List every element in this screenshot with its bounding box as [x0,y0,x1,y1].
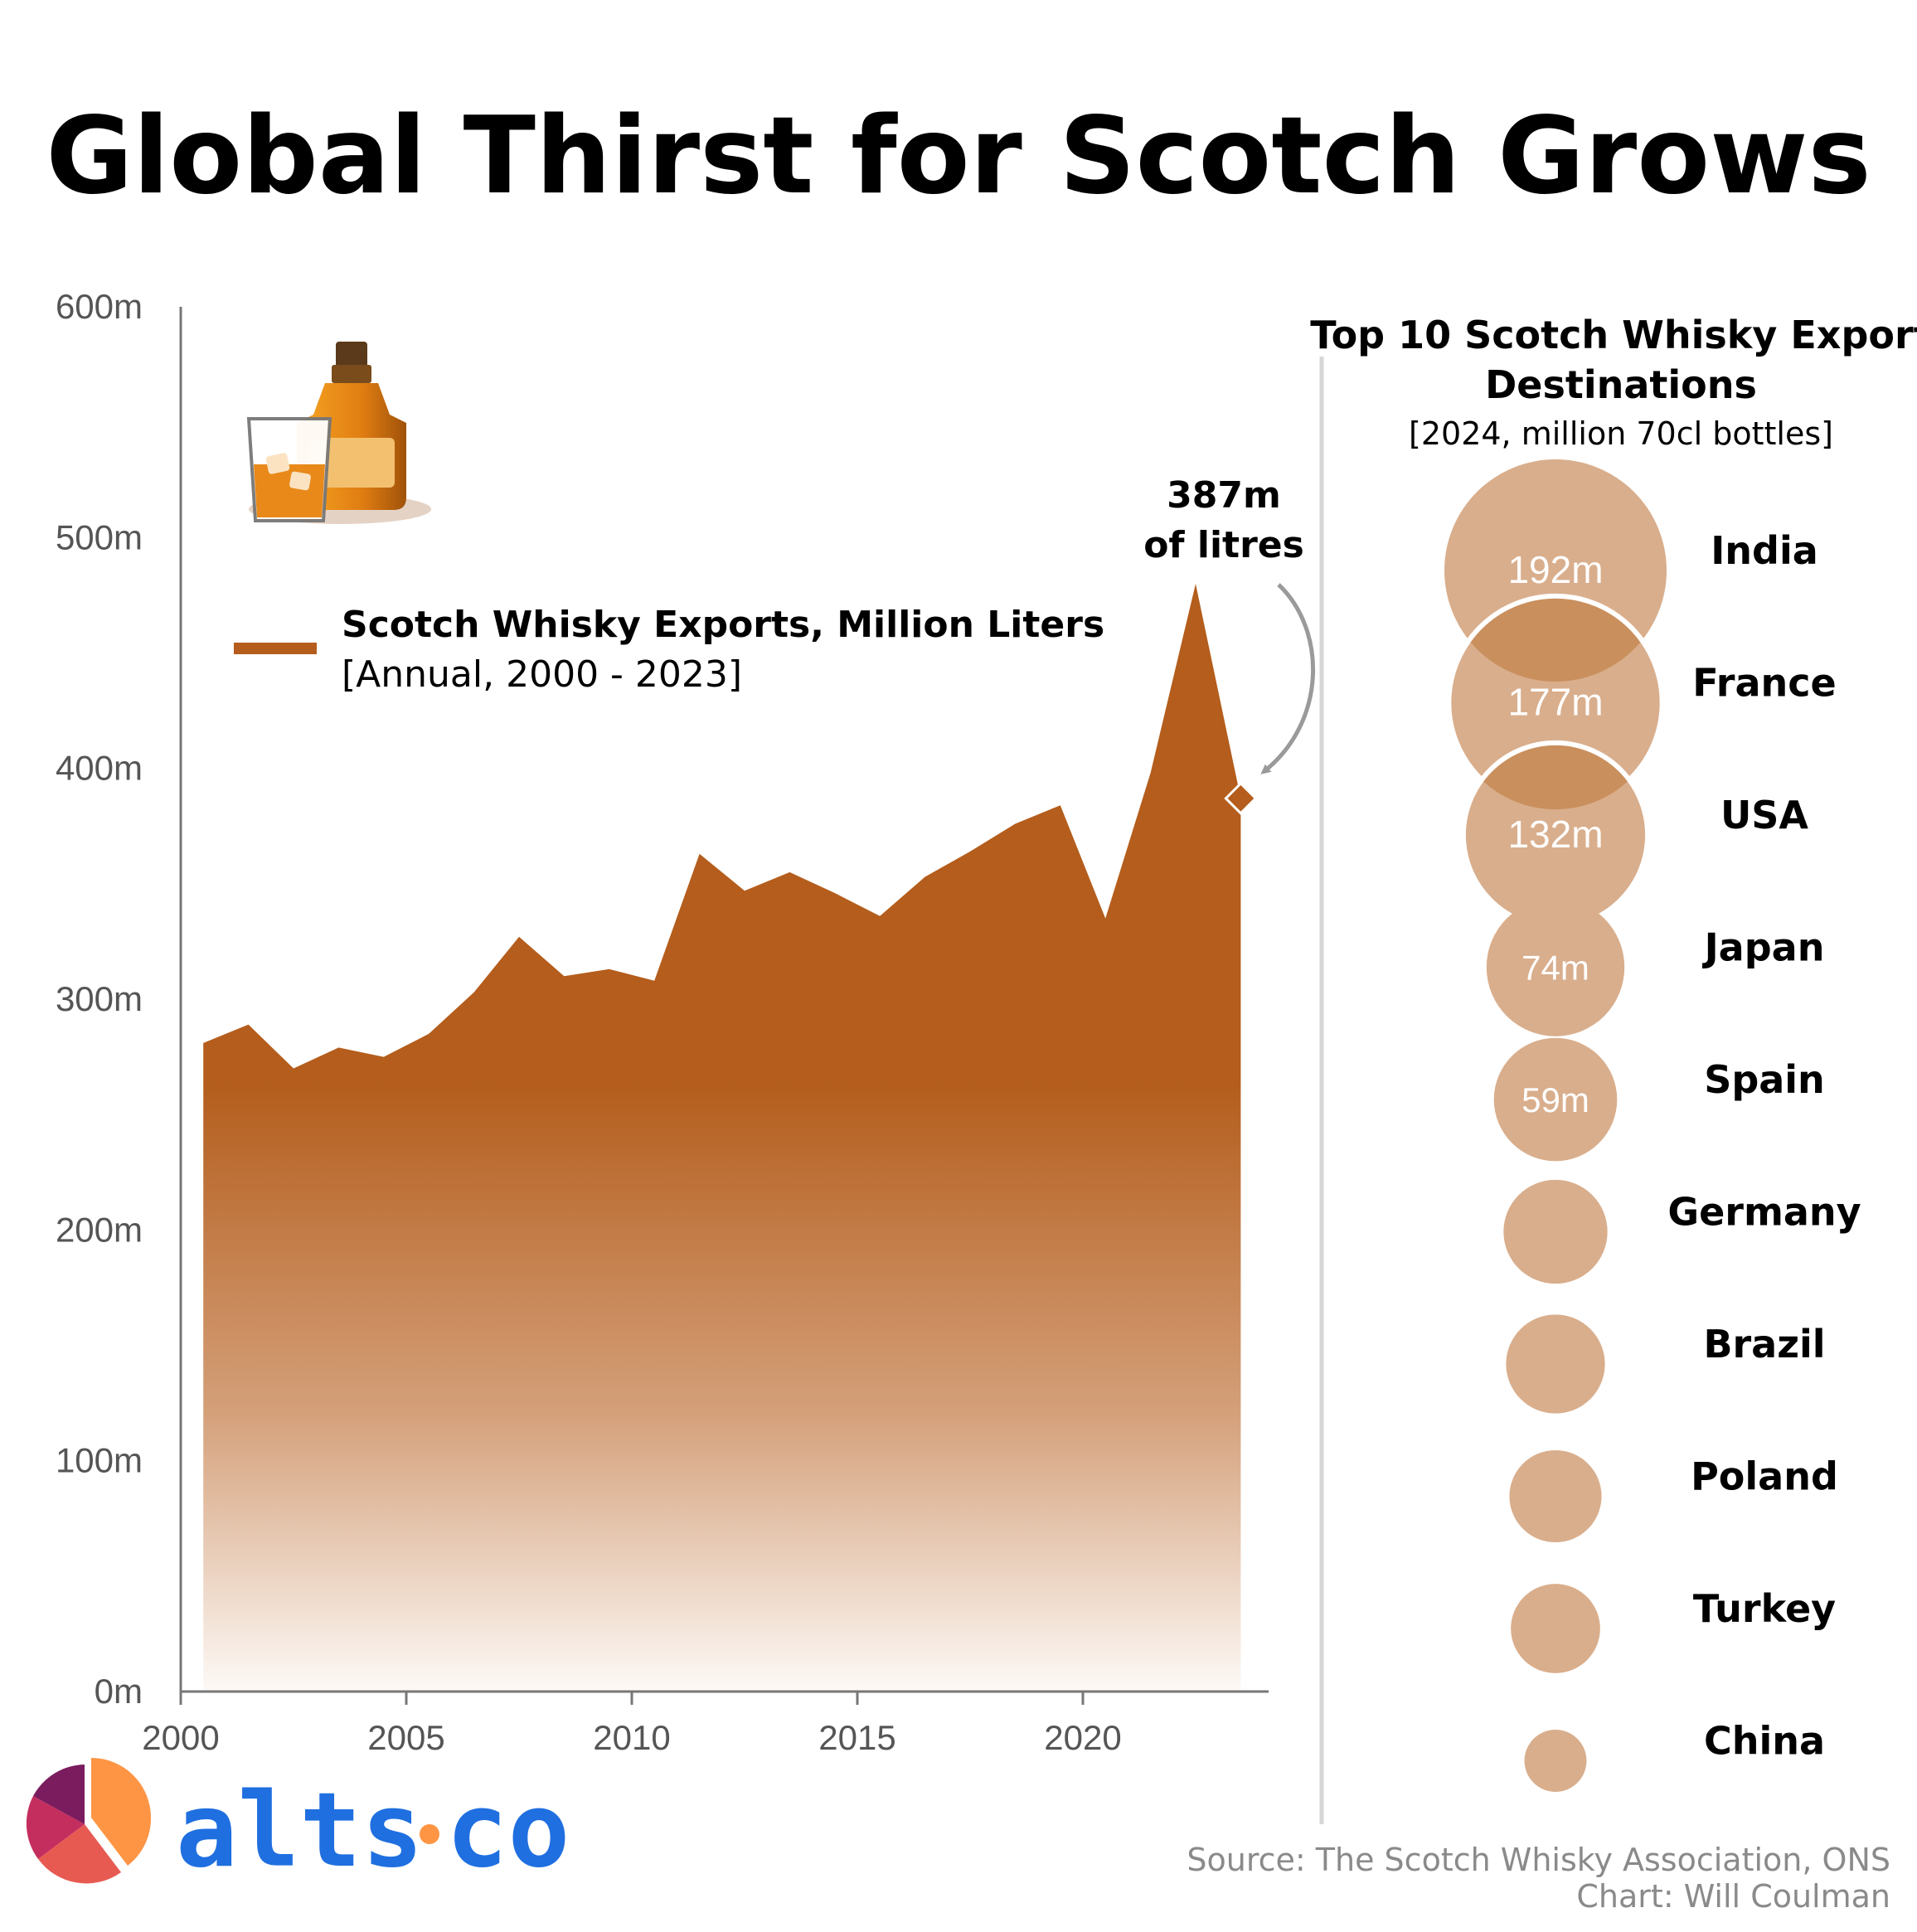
x-tick-label: 2015 [818,1718,895,1757]
bubble-overlap [1465,745,1646,810]
alts-pie-logo-icon [26,1758,152,1884]
y-tick-label: 300m [56,979,143,1018]
bubble-title-line2: Destinations [1485,362,1757,407]
y-tick-label: 100m [56,1441,143,1480]
brand-name-right: co [446,1771,570,1891]
page-title: Global Thirst for Scotch Grows [46,95,1871,218]
bubble-value-label: 59m [1521,1080,1589,1119]
bubble-japan [1486,898,1625,1036]
bubble-germany [1503,1179,1608,1284]
annotation-unit: of litres [1143,524,1304,566]
x-tick-label: 2005 [367,1718,444,1757]
country-label: France [1692,661,1836,706]
curved-arrow-icon [1260,583,1316,774]
y-tick-label: 600m [56,287,143,326]
y-axis: 0m 100m 200m 300m 400m 500m 600m [56,287,143,1711]
brand-dot [420,1824,439,1844]
y-tick-label: 500m [56,517,143,556]
bubble-brazil [1506,1314,1605,1414]
annotation: 387m of litres [1143,474,1316,774]
x-axis: 2000 2005 2010 2015 2020 [142,1692,1122,1757]
x-tick-label: 2020 [1044,1718,1121,1757]
area-legend: Scotch Whisky Exports, Million Liters [A… [234,604,1104,696]
y-tick-label: 0m [95,1672,143,1711]
last-value-marker [1224,781,1258,815]
x-tick-label: 2000 [142,1718,219,1757]
logo-slice-orange [91,1758,152,1866]
country-label: India [1711,528,1818,573]
logo-slice-pink [26,1796,85,1859]
bubble-poland [1509,1449,1602,1543]
brand-name-left: alts [176,1771,424,1891]
y-tick-label: 200m [56,1210,143,1249]
legend-title: Scotch Whisky Exports, Million Liters [342,604,1104,646]
bubble-value-label: 177m [1507,681,1603,724]
credit-text: Chart: Will Coulman [1576,1878,1890,1915]
bubble-spain [1493,1037,1618,1162]
bubbles: 192m India 177m France 132m USA 74m Japan 59m Spa… [1444,459,1861,1792]
country-label: Spain [1704,1057,1825,1102]
country-label: Japan [1702,925,1825,970]
bubble-chart: Top 10 Scotch Whisky Export Destinations… [1310,313,1917,1792]
country-label: Poland [1691,1454,1838,1499]
country-label: Germany [1667,1190,1861,1235]
bubble-value-label: 132m [1507,813,1603,856]
bubble-turkey [1511,1584,1600,1673]
bubble-title-line1: Top 10 Scotch Whisky Export [1310,313,1917,357]
country-label: Brazil [1703,1322,1825,1366]
exports-area [203,584,1241,1690]
y-tick-label: 400m [56,749,143,788]
country-label: Turkey [1693,1586,1836,1631]
x-tick-label: 2010 [593,1718,670,1757]
bubble-subtitle: [2024, million 70cl bottles] [1409,415,1833,452]
legend-subtitle: [Annual, 2000 - 2023] [342,653,742,696]
bubble-overlap [1451,598,1660,682]
annotation-value: 387m [1167,474,1281,517]
bubble-value-label: 74m [1521,949,1589,988]
bubble-china [1524,1730,1587,1792]
logo-slice-red [38,1824,121,1884]
bubble-value-label: 192m [1507,548,1603,591]
logo-slice-purple [33,1765,85,1824]
source-text: Source: The Scotch Whisky Association, O… [1187,1842,1890,1878]
legend-swatch [234,643,317,654]
country-label: USA [1720,793,1808,837]
whisky-bottle-glass-icon [246,342,431,524]
country-label: China [1704,1719,1825,1764]
